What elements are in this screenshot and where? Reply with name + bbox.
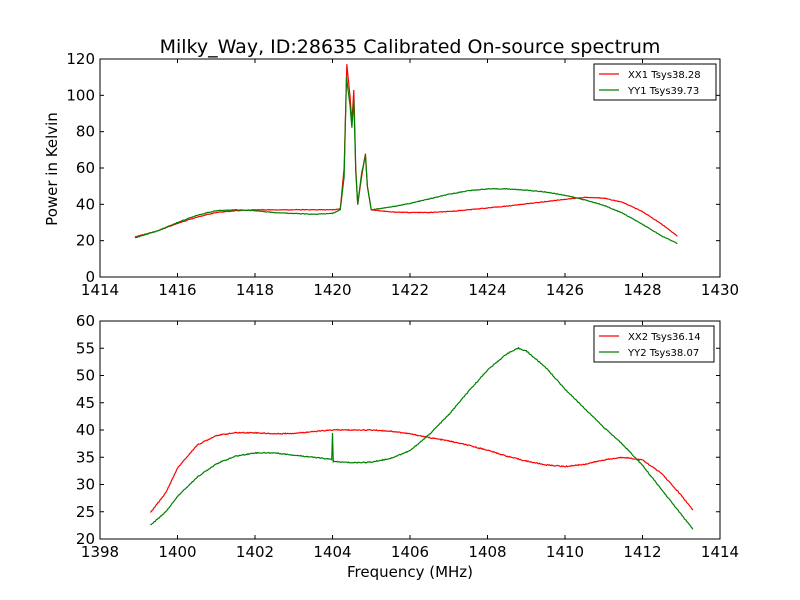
x-tick-label: 1418 [236, 281, 274, 299]
x-tick-label: 1430 [701, 281, 739, 299]
series-line-1 [149, 428, 694, 513]
legend-label: XX2 Tsys36.14 [628, 332, 701, 343]
y-tick-label: 60 [76, 159, 95, 177]
legend-label: YY1 Tsys39.73 [627, 86, 699, 97]
x-tick-label: 1424 [468, 281, 506, 299]
y-tick-label: 60 [76, 312, 95, 330]
x-tick-label: 1408 [468, 543, 506, 561]
x-tick-label: 1410 [546, 543, 584, 561]
series-line-2 [150, 346, 694, 530]
y-tick-label: 25 [76, 503, 95, 521]
x-tick-label: 1404 [313, 543, 351, 561]
y-tick-label: 40 [76, 421, 95, 439]
x-tick-label: 1426 [546, 281, 584, 299]
y-tick-label: 120 [66, 50, 95, 68]
legend-box [593, 325, 715, 363]
series-line-2 [134, 76, 678, 245]
x-tick-label: 1402 [236, 543, 274, 561]
x-tick-label: 1406 [391, 543, 429, 561]
y-tick-label: 20 [76, 232, 95, 250]
bottom-plot: 1398 1400 1402 1404 1406 1408 1410 1412 1414 20 25… [76, 312, 739, 561]
legend-label: YY2 Tsys38.07 [627, 348, 699, 359]
x-tick-label: 1414 [701, 543, 739, 561]
y-tick-label: 20 [76, 530, 95, 548]
x-tick-label: 1400 [158, 543, 196, 561]
x-tick-label: 1412 [623, 543, 661, 561]
legend-box [593, 63, 717, 101]
series-line-1 [134, 64, 678, 238]
top-plot: 1414 1416 1418 1420 1422 1424 1426 1428 1430 0 20 4… [66, 50, 739, 299]
figure-title: Milky_Way, ID:28635 Calibrated On-source… [160, 36, 661, 58]
x-tick-label: 1414 [81, 281, 119, 299]
x-tick-label: 1398 [81, 543, 119, 561]
y-tick-label: 45 [76, 394, 95, 412]
y-tick-label: 40 [76, 195, 95, 213]
x-tick-label: 1422 [391, 281, 429, 299]
y-tick-label: 55 [76, 339, 95, 357]
y-tick-label: 35 [76, 448, 95, 466]
y-tick-label: 100 [66, 86, 95, 104]
x-tick-label: 1416 [158, 281, 196, 299]
y-tick-label: 0 [85, 268, 95, 286]
y-axis-label: Power in Kelvin [43, 112, 61, 226]
x-tick-label: 1420 [313, 281, 351, 299]
y-tick-label: 30 [76, 476, 95, 494]
legend-label: XX1 Tsys38.28 [628, 70, 701, 81]
y-tick-label: 50 [76, 367, 95, 385]
y-tick-label: 80 [76, 123, 95, 141]
x-tick-label: 1428 [623, 281, 661, 299]
x-axis-label: Frequency (MHz) [347, 563, 473, 581]
